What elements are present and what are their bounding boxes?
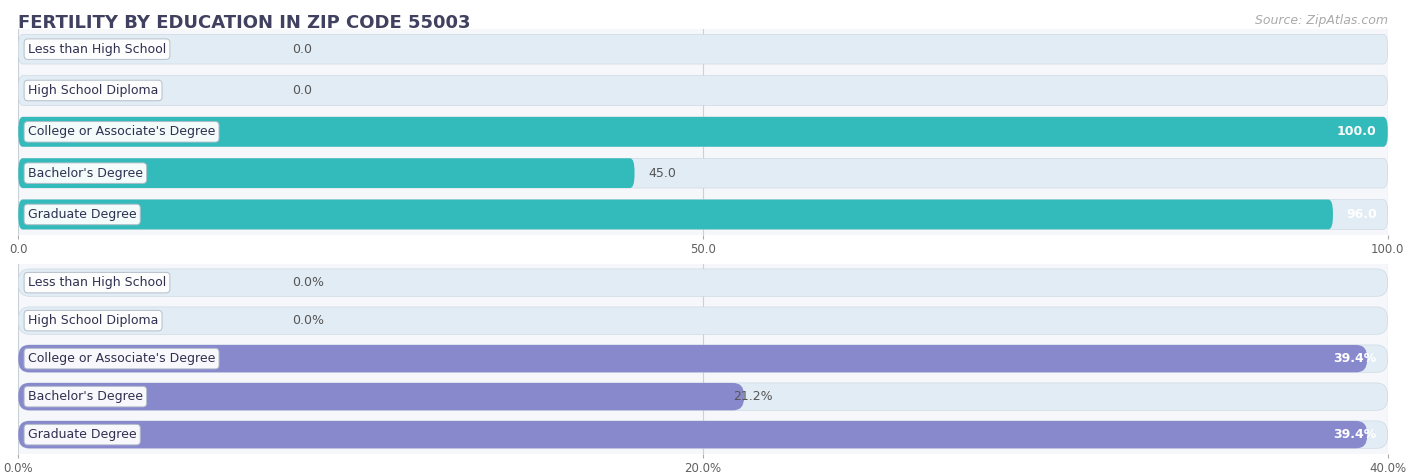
Text: 21.2%: 21.2%: [733, 390, 773, 403]
Text: Source: ZipAtlas.com: Source: ZipAtlas.com: [1254, 14, 1388, 27]
Text: 100.0: 100.0: [1337, 125, 1376, 138]
FancyBboxPatch shape: [18, 307, 1388, 334]
Text: High School Diploma: High School Diploma: [28, 84, 159, 97]
FancyBboxPatch shape: [18, 117, 1388, 147]
Text: College or Associate's Degree: College or Associate's Degree: [28, 352, 215, 365]
Text: High School Diploma: High School Diploma: [28, 314, 159, 327]
Text: Less than High School: Less than High School: [28, 276, 166, 289]
Text: Less than High School: Less than High School: [28, 43, 166, 56]
FancyBboxPatch shape: [18, 383, 1388, 410]
FancyBboxPatch shape: [18, 117, 1388, 147]
Text: Bachelor's Degree: Bachelor's Degree: [28, 390, 143, 403]
Text: 0.0: 0.0: [292, 43, 312, 56]
Text: FERTILITY BY EDUCATION IN ZIP CODE 55003: FERTILITY BY EDUCATION IN ZIP CODE 55003: [18, 14, 471, 32]
Text: 0.0%: 0.0%: [292, 276, 325, 289]
FancyBboxPatch shape: [18, 158, 1388, 188]
Text: Bachelor's Degree: Bachelor's Degree: [28, 167, 143, 180]
FancyBboxPatch shape: [18, 421, 1367, 448]
FancyBboxPatch shape: [18, 158, 634, 188]
FancyBboxPatch shape: [18, 345, 1388, 372]
FancyBboxPatch shape: [18, 76, 1388, 105]
FancyBboxPatch shape: [18, 34, 1388, 64]
FancyBboxPatch shape: [18, 200, 1333, 229]
Text: 0.0: 0.0: [292, 84, 312, 97]
FancyBboxPatch shape: [18, 200, 1388, 229]
Text: Graduate Degree: Graduate Degree: [28, 208, 136, 221]
FancyBboxPatch shape: [18, 345, 1367, 372]
Text: 39.4%: 39.4%: [1333, 352, 1376, 365]
Text: College or Associate's Degree: College or Associate's Degree: [28, 125, 215, 138]
Text: 45.0: 45.0: [648, 167, 676, 180]
Text: 96.0: 96.0: [1346, 208, 1376, 221]
Text: Graduate Degree: Graduate Degree: [28, 428, 136, 441]
Text: 0.0%: 0.0%: [292, 314, 325, 327]
FancyBboxPatch shape: [18, 421, 1388, 448]
Text: 39.4%: 39.4%: [1333, 428, 1376, 441]
FancyBboxPatch shape: [18, 383, 744, 410]
FancyBboxPatch shape: [18, 269, 1388, 296]
